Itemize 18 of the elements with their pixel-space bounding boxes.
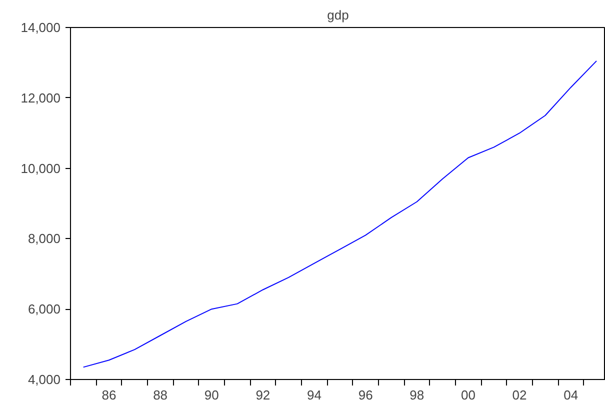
x-tick-label: 92 <box>256 388 270 402</box>
y-tick-label: 12,000 <box>20 90 61 106</box>
x-tick-label: 04 <box>564 388 578 402</box>
x-tick-label: 94 <box>307 388 322 402</box>
y-tick-label: 14,000 <box>20 20 61 35</box>
y-tick-label: 10,000 <box>20 160 61 176</box>
line-series <box>82 60 598 368</box>
x-tick-label: 00 <box>460 388 476 402</box>
chart-title: gdp <box>327 8 349 22</box>
x-tick-label: 98 <box>410 388 424 402</box>
x-tick-label: 96 <box>358 388 373 402</box>
y-tick-label: 4,000 <box>28 372 61 387</box>
x-tick-label: 90 <box>204 388 219 402</box>
y-tick-label: 6,000 <box>28 302 61 317</box>
x-tick-label: 02 <box>512 388 527 402</box>
x-tick-label: 86 <box>102 388 116 402</box>
x-tick-label: 88 <box>153 388 168 402</box>
y-tick-label: 8,000 <box>28 231 61 246</box>
